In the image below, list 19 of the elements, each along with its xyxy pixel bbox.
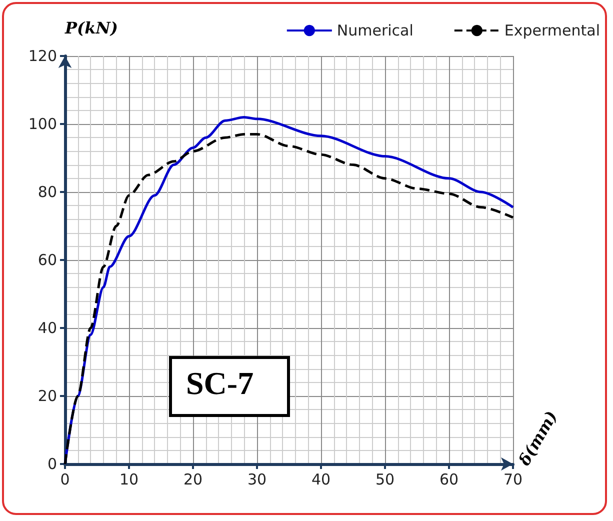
- x-tick-label: 30: [247, 470, 267, 488]
- legend-label: Numerical: [336, 22, 414, 40]
- y-tick-label: 120: [28, 47, 57, 65]
- x-tick-label: 0: [60, 470, 70, 488]
- y-tick-label: 60: [38, 251, 57, 269]
- x-tick-label: 60: [439, 470, 459, 488]
- legend-label: Expermental: [504, 22, 600, 40]
- annotation: SC-7: [186, 365, 254, 401]
- x-tick-label: 10: [119, 470, 139, 488]
- y-tick-label: 100: [28, 115, 57, 133]
- x-tick-label: 20: [183, 470, 203, 488]
- y-tick-label: 80: [38, 183, 57, 201]
- x-tick-label: 50: [375, 470, 395, 488]
- y-tick-label: 40: [38, 319, 57, 337]
- y-axis-title: P(kN): [64, 18, 118, 38]
- y-tick-label: 0: [47, 455, 57, 473]
- x-tick-label: 70: [503, 470, 523, 488]
- x-tick-label: 40: [311, 470, 331, 488]
- y-tick-label: 20: [38, 387, 57, 405]
